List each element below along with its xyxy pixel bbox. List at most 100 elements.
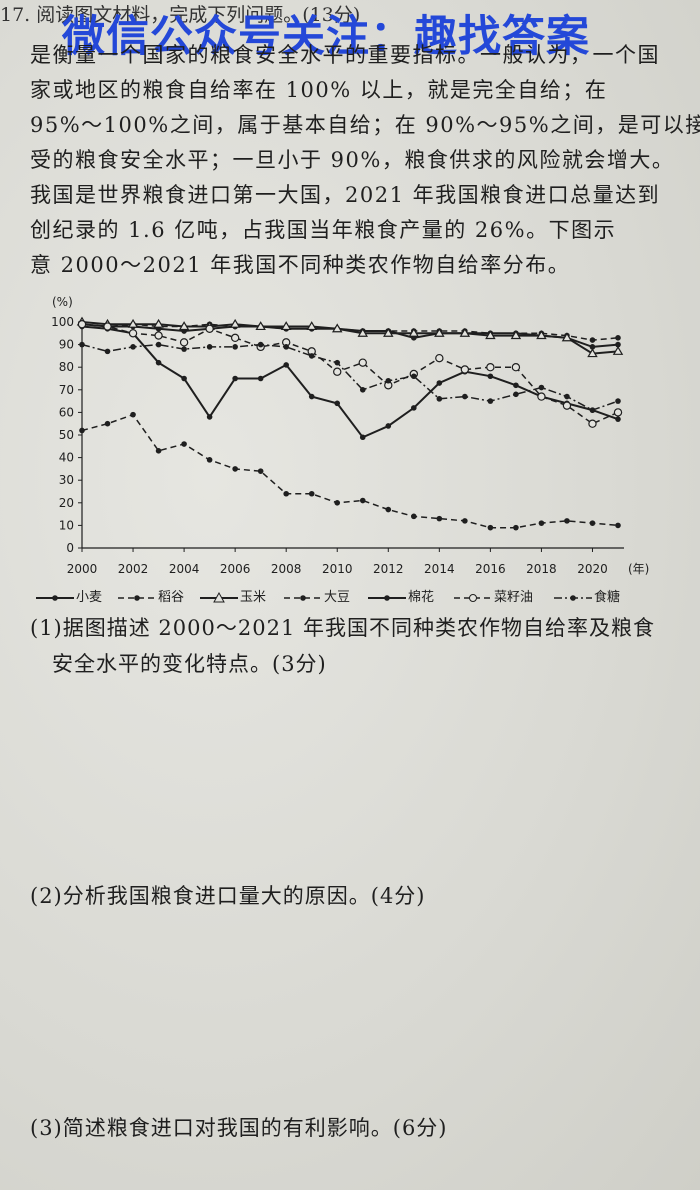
y-tick-label: 40 [59,451,74,465]
series-point-6 [181,346,187,352]
passage-line: 我国是世界粮食进口第一大国，2021 年我国粮食进口总量达到 [30,183,661,207]
y-tick-label: 50 [59,428,74,442]
series-point-4 [181,375,187,382]
series-point-4 [436,380,443,386]
question-1: (1)据图描述 2000～2021 年我国不同种类农作物自给率及粮食 安全水平的… [30,610,655,682]
series-point-5 [154,331,163,340]
x-tick-label: 2008 [271,562,302,576]
series-point-5 [230,333,240,343]
x-tick-label: 2002 [118,562,149,576]
series-point-4 [385,423,392,429]
series-point-2 [229,318,241,328]
series-line-2 [81,321,619,355]
series-point-5 [613,408,623,417]
series-point-2 [357,327,369,337]
series-point-3 [155,448,162,454]
series-point-3 [181,441,187,447]
legend-label: 大豆 [324,590,351,605]
legend-swatch [368,594,406,601]
passage-line: 受的粮食安全水平；一旦小于 90%，粮食供求的风险就会增大。 [30,148,675,172]
series-point-2 [510,330,522,340]
series-line-6 [81,343,619,411]
y-tick-label: 60 [59,405,74,419]
series-point-6 [79,341,85,348]
series-point-6 [513,391,519,398]
series-point-5 [537,392,546,401]
y-tick-label: 10 [59,518,74,532]
series-point-2 [536,330,547,340]
series-point-6 [359,387,366,393]
y-tick-label: 30 [59,473,74,487]
series-point-5 [460,365,470,374]
series-point-6 [334,359,341,366]
series-point-5 [486,362,495,372]
y-tick-label: 0 [66,541,74,555]
series-point-2 [255,321,266,331]
series-point-2 [408,327,420,337]
series-point-0 [615,341,621,348]
series-point-3 [589,520,596,526]
series-point-5 [358,358,367,367]
y-tick-label: 20 [59,496,74,510]
series-point-2 [612,345,624,355]
series-point-2 [459,327,471,337]
x-tick-label: 2004 [169,562,200,576]
series-point-6 [257,341,264,348]
legend-label: 小麦 [76,590,103,605]
series-point-6 [206,344,213,350]
x-tick-label: 2012 [373,562,404,576]
passage-line: 95%～100%之间，属于基本自给；在 90%～95%之间，是可以接 [30,113,700,137]
legend-label: 稻谷 [158,590,185,605]
series-point-6 [104,348,111,355]
series-point-6 [232,344,238,350]
series-point-2 [178,321,190,331]
legend-label: 菜籽油 [494,590,534,605]
legend-entry-0: 小麦 [36,586,102,605]
series-point-6 [487,398,494,404]
series-point-2 [561,332,573,342]
series-point-0 [589,344,596,350]
series-point-6 [130,344,136,350]
series-point-3 [257,468,264,474]
question-2-text: (2)分析我国粮食进口量大的原因。(4分) [30,884,426,908]
question-3: (3)简述粮食进口对我国的有利影响。(6分) [30,1110,448,1146]
series-point-3 [308,490,315,497]
series-point-6 [411,373,417,380]
series-point-5 [588,419,597,428]
series-point-2 [587,348,598,358]
series-point-5 [205,324,214,333]
question-header-partial: 17. 阅读图文材料，完成下列问题。(13分) [0,4,361,26]
question-2: (2)分析我国粮食进口量大的原因。(4分) [30,878,426,914]
series-point-4 [487,373,494,380]
x-tick-label: 2018 [526,562,557,576]
series-point-1 [615,335,621,341]
passage-line: 创纪录的 1.6 亿吨，占我国当年粮食产量的 26%。下图示 [30,218,617,242]
legend-label: 玉米 [240,590,267,605]
y-tick-label: 90 [59,338,74,352]
series-point-3 [206,457,213,463]
legend-entry-5: 菜籽油 [454,586,533,605]
series-point-5 [128,329,138,338]
series-point-5 [435,353,444,363]
legend-swatch [284,594,322,601]
series-point-2 [485,330,496,340]
y-tick-label: 80 [59,360,74,374]
series-point-4 [283,362,289,368]
series-point-3 [487,524,494,531]
x-tick-label: 2020 [577,562,608,576]
series-point-3 [104,420,111,427]
series-point-2 [127,318,139,328]
series-point-4 [359,434,366,441]
series-point-4 [411,405,417,411]
legend-entry-3: 大豆 [284,586,350,605]
series-point-5 [333,367,342,376]
x-tick-label: 2010 [322,562,353,576]
series-point-3 [359,497,366,504]
watermark-banner: 微信公众号关注：趣找答案 [62,12,590,62]
series-point-4 [155,359,162,366]
series-point-4 [257,375,264,382]
series-point-3 [538,520,545,526]
series-point-6 [308,353,315,359]
series-point-4 [232,375,238,382]
